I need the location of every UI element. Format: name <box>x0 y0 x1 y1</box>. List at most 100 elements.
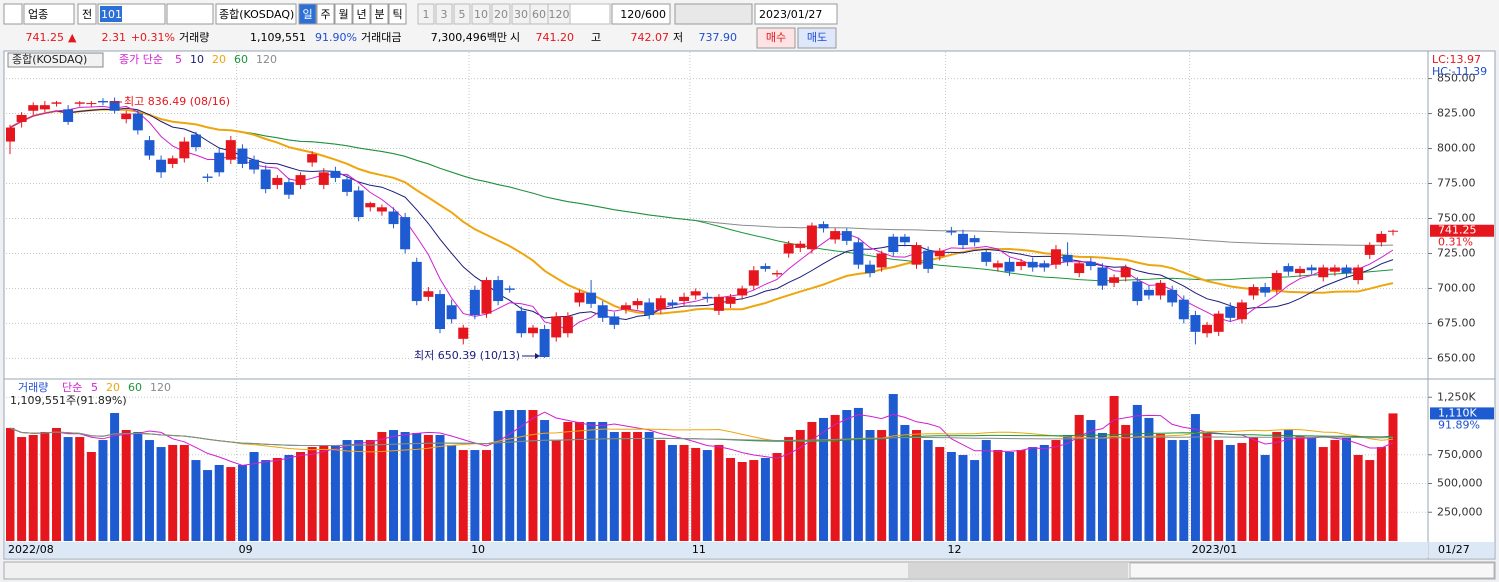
minute-label[interactable]: 20 <box>494 8 508 21</box>
candle-body <box>1248 287 1259 296</box>
minute-button[interactable] <box>435 3 453 25</box>
minute-button[interactable] <box>453 3 471 25</box>
volume-bar <box>830 414 840 541</box>
volume-bar <box>1283 430 1293 541</box>
minute-label[interactable]: 1 <box>423 8 430 21</box>
candle-body <box>679 296 690 302</box>
candle-body <box>1202 324 1213 334</box>
tool-icons[interactable] <box>166 3 214 25</box>
volume-bar <box>737 461 747 541</box>
candle-body <box>283 182 294 195</box>
minute-button[interactable] <box>417 3 435 25</box>
period-button[interactable] <box>316 3 335 25</box>
candle-body <box>888 236 899 253</box>
market-combo[interactable] <box>23 3 75 25</box>
sell-button[interactable] <box>797 27 837 49</box>
minute-label[interactable]: 120 <box>549 8 570 21</box>
period-label[interactable]: 틱 <box>392 8 402 21</box>
period-label[interactable]: 주 <box>320 8 330 21</box>
period-button[interactable] <box>298 3 317 25</box>
volume-bar <box>574 421 584 541</box>
candle-body <box>28 105 39 111</box>
candle-body <box>1109 277 1120 283</box>
candle-body <box>260 169 271 190</box>
candle-body <box>6 127 15 142</box>
candle-body <box>923 250 934 269</box>
minute-button[interactable] <box>471 3 491 25</box>
candle-body <box>725 296 736 304</box>
volume-bar <box>702 450 712 541</box>
buy-button[interactable] <box>756 27 796 49</box>
menu-icon[interactable] <box>3 3 23 25</box>
minute-label[interactable]: 30 <box>514 8 528 21</box>
volume-ma-line <box>9 427 1394 453</box>
volume-bar <box>912 430 922 541</box>
period-label[interactable]: 일 <box>302 7 312 21</box>
volume-bar <box>1004 451 1014 541</box>
period-button[interactable] <box>388 3 407 25</box>
volume-bar <box>714 444 724 541</box>
all-button[interactable] <box>77 3 97 25</box>
legend-ma-label: 단순 <box>62 381 82 394</box>
volume-bar <box>540 420 550 541</box>
volume-bar <box>412 433 422 541</box>
volume-bar <box>1318 447 1328 541</box>
volume-bar <box>1376 447 1386 541</box>
label: 고 <box>591 31 601 44</box>
annotation-arrowhead <box>535 353 540 359</box>
minute-label[interactable]: 5 <box>459 8 466 21</box>
volume-bar <box>993 450 1003 541</box>
minute-button[interactable] <box>547 3 571 25</box>
period-button[interactable] <box>334 3 353 25</box>
volume-bar <box>1028 447 1038 541</box>
date-box[interactable] <box>754 3 838 25</box>
sell[interactable]: 매도 <box>807 31 827 44</box>
legend-entry: 5 <box>91 381 98 394</box>
scroll-controls[interactable] <box>1129 562 1495 579</box>
volume-bar <box>133 431 143 541</box>
period-label[interactable]: 분 <box>374 8 384 21</box>
candle-body <box>597 305 608 318</box>
minute-button[interactable] <box>491 3 511 25</box>
low: 737.90 <box>699 31 738 44</box>
candle-body <box>1050 249 1061 265</box>
volume-bar <box>609 431 619 541</box>
candle-body <box>190 134 201 148</box>
period-button[interactable] <box>370 3 389 25</box>
tool-icons-2[interactable] <box>674 3 753 25</box>
candle-body <box>132 113 143 131</box>
candle-body <box>249 159 260 170</box>
volume-bar <box>249 451 259 541</box>
candle-body <box>748 270 759 286</box>
candle-body <box>957 233 968 246</box>
market: 업종 <box>28 8 48 21</box>
candle-body <box>969 238 980 243</box>
minute-label[interactable]: 60 <box>532 8 546 21</box>
volume-bar <box>1260 454 1270 541</box>
index-name: 종합(KOSDAQ) <box>219 8 294 21</box>
volume-bar <box>481 450 491 541</box>
volume-bar <box>110 413 120 541</box>
all-label[interactable]: 전 <box>82 8 92 21</box>
buy[interactable]: 매수 <box>766 31 786 44</box>
candle-body <box>1260 287 1271 293</box>
y-tick-label: 850.00 <box>1437 72 1476 85</box>
x-end-label: 01/27 <box>1438 543 1470 556</box>
period-button[interactable] <box>352 3 371 25</box>
minute-label[interactable]: 3 <box>441 8 448 21</box>
minute-label[interactable]: 10 <box>474 8 488 21</box>
open: 741.20 <box>536 31 575 44</box>
period-label[interactable]: 년 <box>356 8 366 21</box>
combo[interactable] <box>569 3 611 25</box>
candle-body <box>97 100 108 103</box>
volume-ma-line <box>9 411 1394 466</box>
period-label[interactable]: 월 <box>338 8 348 21</box>
volume-bar <box>888 394 898 541</box>
volume-bar <box>272 457 282 541</box>
volume-bar <box>1202 433 1212 541</box>
candle-body <box>1120 267 1131 278</box>
candle-body <box>1213 313 1224 332</box>
volume-bar <box>203 470 213 541</box>
scroll-thumb[interactable] <box>908 563 1128 578</box>
volume-bar <box>493 411 503 541</box>
